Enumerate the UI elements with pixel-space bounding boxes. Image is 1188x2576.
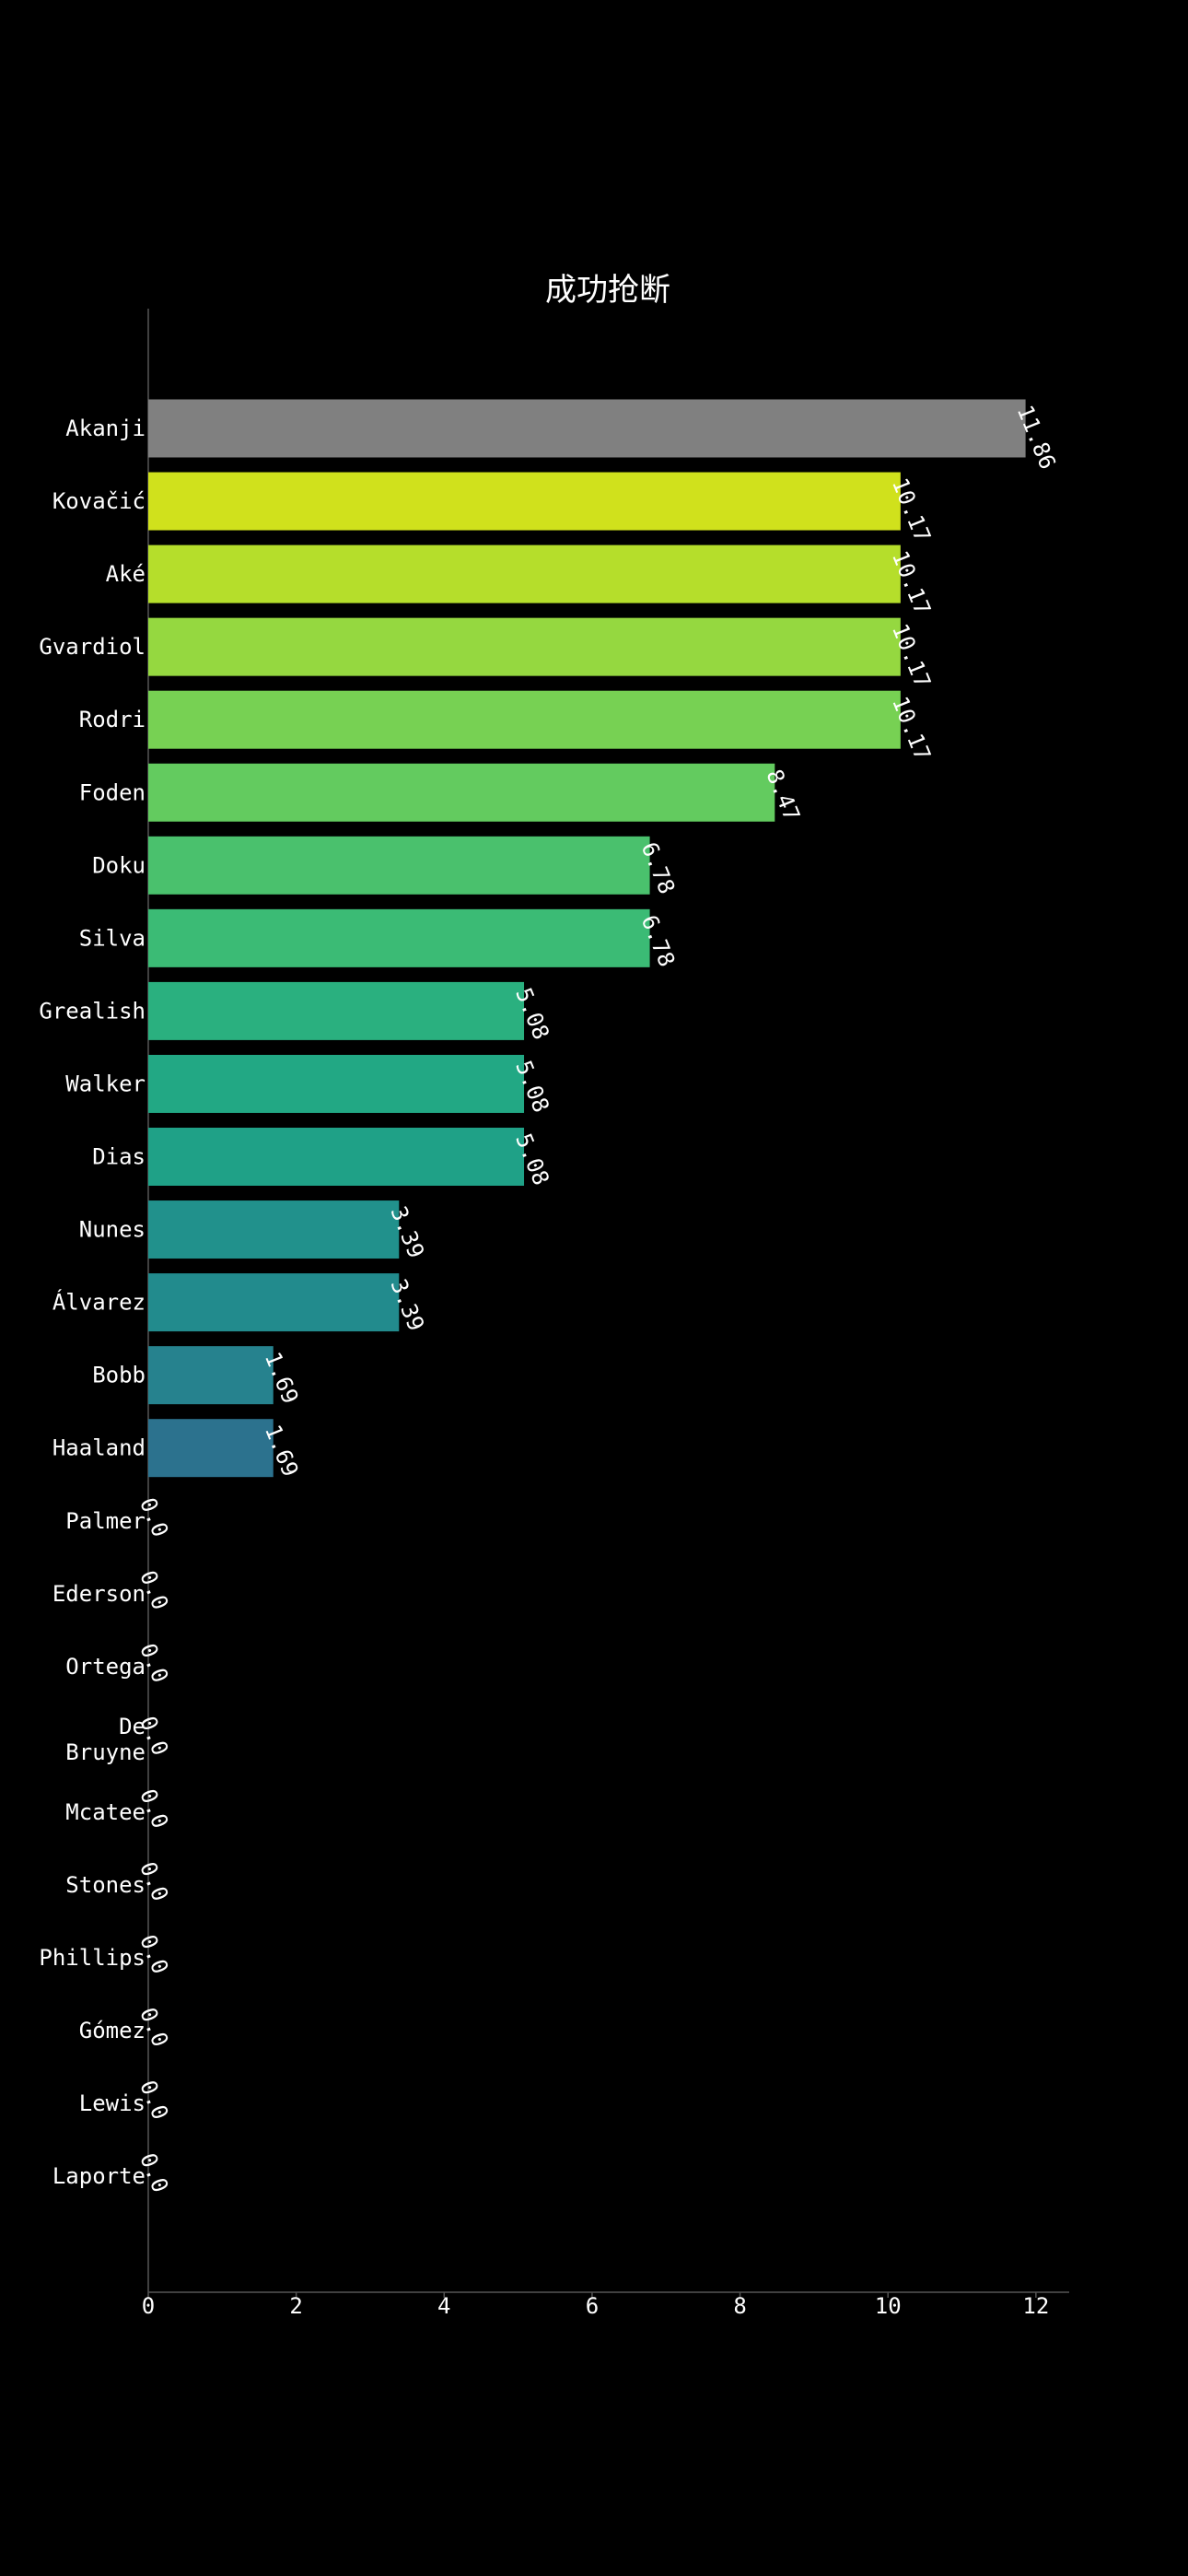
category-label: Gómez bbox=[79, 2018, 146, 2043]
category-label: Álvarez bbox=[52, 1289, 146, 1316]
bar bbox=[148, 836, 650, 895]
category-label: Phillips bbox=[39, 1945, 146, 1971]
x-ticks-layer: 0 2 4 6 8 10 12 bbox=[142, 2292, 1049, 2319]
x-tick-label: 0 bbox=[142, 2293, 155, 2319]
category-label: Nunes bbox=[79, 1217, 146, 1243]
bar bbox=[148, 1419, 274, 1478]
bar bbox=[148, 1273, 400, 1332]
bar bbox=[148, 690, 901, 749]
chart-title: 成功抢断 bbox=[545, 272, 670, 309]
category-label: Bobb bbox=[92, 1363, 146, 1388]
x-tick-label: 4 bbox=[437, 2293, 450, 2319]
category-label: Ederson bbox=[52, 1581, 146, 1607]
bar bbox=[148, 981, 525, 1040]
x-tick-label: 10 bbox=[875, 2293, 902, 2319]
category-label: Kovačić bbox=[52, 488, 146, 514]
category-label: Ortega bbox=[65, 1654, 146, 1680]
category-label: Stones bbox=[65, 1872, 146, 1898]
category-label: Foden bbox=[79, 779, 146, 805]
bar bbox=[148, 472, 901, 531]
category-label: Doku bbox=[92, 852, 146, 878]
category-label: De Bruyne bbox=[65, 1714, 146, 1765]
x-tick-label: 8 bbox=[733, 2293, 746, 2319]
category-label: Laporte bbox=[52, 2163, 146, 2189]
category-label: Silva bbox=[79, 925, 146, 951]
category-label: Palmer bbox=[65, 1508, 146, 1534]
category-label: Walker bbox=[65, 1071, 146, 1096]
category-label: Dias bbox=[92, 1144, 146, 1170]
bar bbox=[148, 399, 1026, 458]
category-label: Lewis bbox=[79, 2090, 146, 2116]
bar bbox=[148, 544, 901, 603]
bar bbox=[148, 908, 650, 967]
category-label: Akanji bbox=[65, 416, 146, 441]
category-labels-layer: Akanji Kovačić Aké Gvardiol Rodri Foden Doku Si… bbox=[39, 416, 146, 2189]
bar bbox=[148, 617, 901, 676]
x-tick-label: 2 bbox=[289, 2293, 302, 2319]
category-label: Aké bbox=[106, 561, 146, 587]
bar bbox=[148, 1054, 525, 1113]
category-label: Haaland bbox=[52, 1435, 146, 1461]
category-label: Mcatee bbox=[65, 1799, 146, 1825]
category-label: Gvardiol bbox=[39, 634, 146, 660]
bar bbox=[148, 1346, 274, 1405]
category-label: Grealish bbox=[39, 998, 146, 1024]
bar bbox=[148, 1128, 525, 1186]
bars-layer bbox=[148, 399, 1026, 1478]
x-tick-label: 12 bbox=[1022, 2293, 1049, 2319]
bar bbox=[148, 763, 775, 822]
bar bbox=[148, 1200, 400, 1259]
x-tick-label: 6 bbox=[586, 2293, 599, 2319]
category-label: Rodri bbox=[79, 707, 146, 732]
